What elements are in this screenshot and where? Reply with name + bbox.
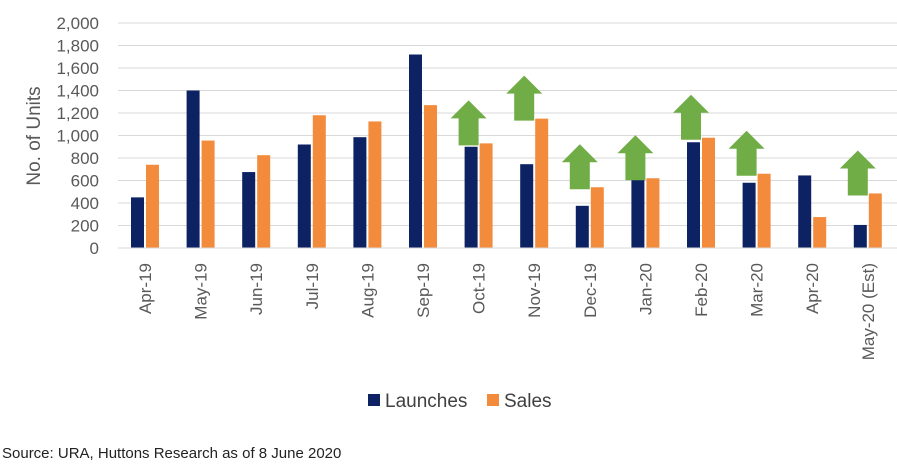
bar-sales <box>201 140 215 248</box>
x-tick-label: Jul-19 <box>303 263 322 309</box>
up-arrow-icon <box>673 94 709 140</box>
legend-swatch-launches <box>368 394 380 406</box>
gridlines <box>118 22 897 226</box>
up-arrow-icon <box>839 150 876 196</box>
bar-sales <box>312 115 326 248</box>
legend-swatch-sales <box>487 394 499 406</box>
x-tick-label: Aug-19 <box>358 263 377 318</box>
up-arrow-icon <box>561 144 598 190</box>
legend-label-launches: Launches <box>385 391 467 412</box>
legend-label-sales: Sales <box>504 391 552 412</box>
x-tick-label: Nov-19 <box>525 263 544 318</box>
bar-sales <box>257 155 271 248</box>
bar-sales <box>590 187 604 248</box>
x-tick-label: Apr-19 <box>136 263 155 314</box>
x-tick-label: Oct-19 <box>470 263 489 314</box>
y-tick-label: 200 <box>71 217 99 236</box>
bar-sales <box>146 164 159 248</box>
y-tick-label: 0 <box>90 239 99 258</box>
legend-item-sales: Sales <box>487 391 552 412</box>
bar-launches <box>464 146 478 248</box>
y-axis-title: No. of Units <box>24 86 45 185</box>
y-axis-ticks: 0 200 400 600 800 1,000 1,200 1,400 1,600 1,800 2,… <box>56 14 99 258</box>
legend-item-launches: Launches <box>368 391 467 412</box>
bar-launches <box>186 90 200 248</box>
x-tick-label: Jan-20 <box>636 263 655 315</box>
bar-sales <box>368 121 382 248</box>
up-arrow-icon <box>728 130 765 176</box>
bar-launches <box>631 179 645 248</box>
bar-sales <box>479 143 493 248</box>
arrow-annotations <box>450 75 876 196</box>
up-arrow-icon <box>450 100 487 146</box>
x-tick-label: Apr-20 <box>803 263 822 314</box>
bar-launches <box>409 54 422 248</box>
bar-launches <box>131 197 144 248</box>
y-tick-label: 400 <box>71 194 99 213</box>
bar-sales <box>424 105 437 248</box>
bar-launches <box>353 137 367 248</box>
y-tick-label: 1,200 <box>56 104 99 123</box>
bar-sales <box>813 217 827 248</box>
x-tick-label: Dec-19 <box>581 263 600 318</box>
bar-sales <box>646 178 660 248</box>
x-tick-label: May-20 (Est) <box>859 263 878 360</box>
y-tick-label: 600 <box>71 172 99 191</box>
legend: Launches Sales <box>368 391 552 412</box>
bar-launches <box>798 175 812 248</box>
bar-chart: 0 200 400 600 800 1,000 1,200 1,400 1,600 1,800 2,… <box>24 14 897 412</box>
bar-sales <box>702 137 715 248</box>
bar-launches <box>242 172 256 248</box>
y-tick-label: 1,600 <box>56 59 99 78</box>
x-tick-label: Jun-19 <box>247 263 266 315</box>
bar-launches <box>575 205 589 248</box>
bar-launches <box>853 224 867 248</box>
y-tick-label: 2,000 <box>56 14 99 33</box>
x-tick-label: Sep-19 <box>414 263 433 318</box>
bar-sales <box>868 193 882 248</box>
bar-launches <box>742 182 756 248</box>
y-tick-label: 1,000 <box>56 127 99 146</box>
y-tick-label: 1,800 <box>56 37 99 56</box>
up-arrow-icon <box>506 75 543 121</box>
bar-sales <box>757 173 771 248</box>
x-tick-label: May-19 <box>192 263 211 320</box>
x-tick-label: Mar-20 <box>748 263 767 317</box>
bar-sales <box>535 118 549 248</box>
y-tick-label: 1,400 <box>56 82 99 101</box>
source-note: Source: URA, Huttons Research as of 8 Ju… <box>2 445 342 462</box>
x-tick-label: Feb-20 <box>692 263 711 317</box>
bar-launches <box>297 144 311 248</box>
bars <box>131 54 882 248</box>
bar-launches <box>520 164 534 248</box>
x-axis-ticks: Apr-19 May-19 Jun-19 Jul-19 Aug-19 Sep-19 Oct-… <box>136 263 878 360</box>
y-tick-label: 800 <box>71 149 99 168</box>
up-arrow-icon <box>617 135 654 181</box>
bar-launches <box>687 142 700 248</box>
